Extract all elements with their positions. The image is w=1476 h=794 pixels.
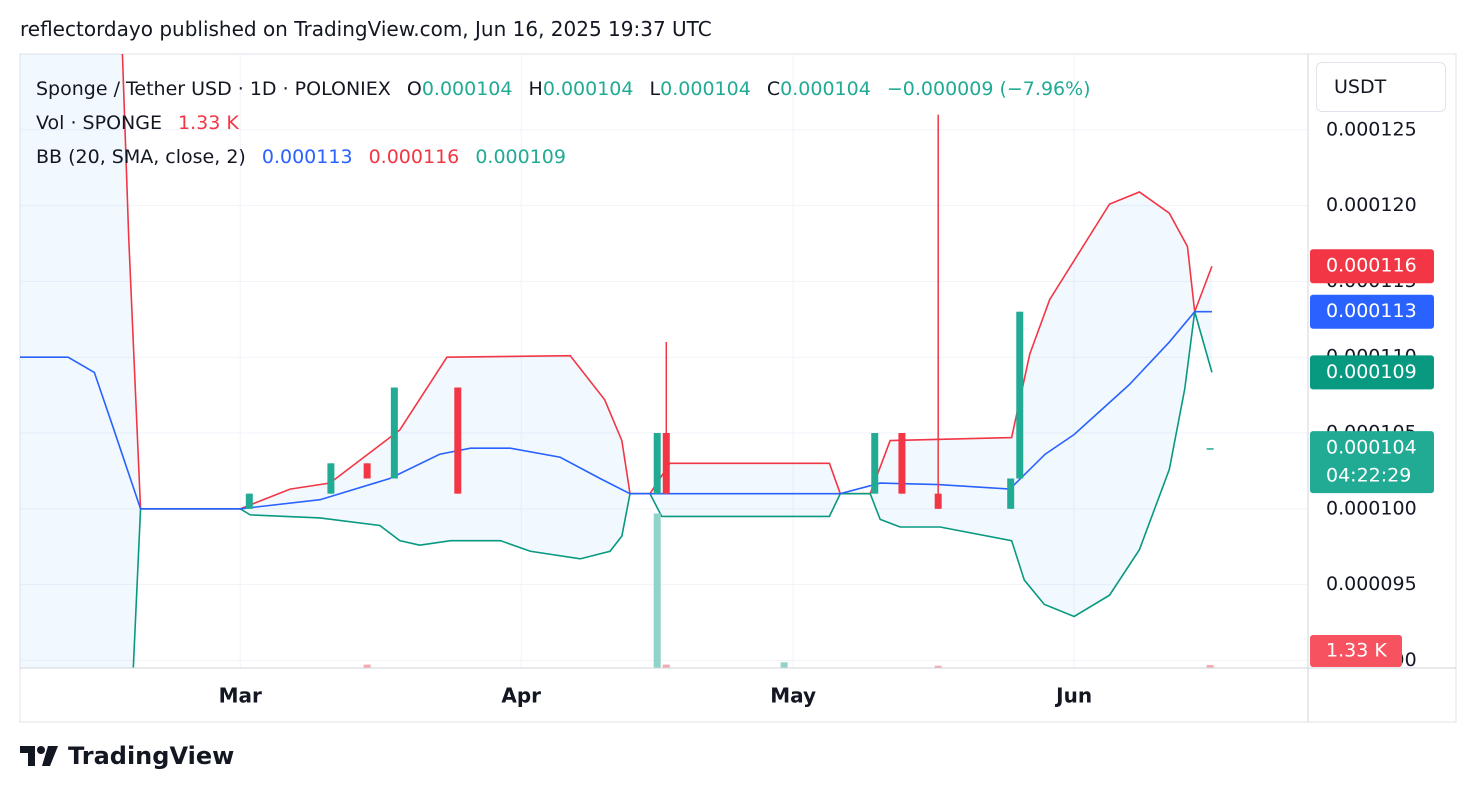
legend-bb-row: BB (20, SMA, close, 2) 0.000113 0.000116… — [36, 140, 1091, 174]
legend: Sponge / Tether USD · 1D · POLONIEX O0.0… — [36, 72, 1091, 174]
currency-button[interactable]: USDT — [1316, 62, 1446, 112]
countdown: 04:22:29 — [1326, 465, 1411, 487]
symbol: Sponge / Tether USD · 1D · POLONIEX — [36, 78, 391, 100]
volume-bar — [653, 513, 661, 668]
x-tick-label: Mar — [219, 684, 262, 708]
price-box-basis-label: 0.000113 — [1326, 300, 1417, 322]
x-tick-label: Jun — [1054, 684, 1092, 708]
price-box-close-label: 0.000104 — [1326, 437, 1417, 459]
plot-area — [20, 54, 1214, 668]
ohlc-label: H — [528, 78, 543, 100]
brand: TradingView — [68, 742, 235, 770]
chart-frame — [19, 53, 1457, 723]
volume-bar — [780, 662, 788, 668]
price-box-upper — [1310, 249, 1434, 284]
change: −0.000009 (−7.96%) — [886, 78, 1091, 100]
candle-body — [898, 433, 906, 494]
bb-lower: 0.000109 — [475, 146, 566, 168]
candle-body — [390, 387, 398, 479]
axes: 0.0000900.0000950.0001000.0001050.000110… — [219, 118, 1434, 708]
publish-info: reflectordayo published on TradingView.c… — [20, 17, 712, 41]
legend-volume-row: Vol · SPONGE 1.33 K — [36, 106, 1091, 140]
volume-bar — [934, 665, 942, 668]
candle-body — [653, 433, 661, 494]
price-box-close — [1310, 431, 1434, 494]
ohlc-value: 0.000104 — [542, 78, 634, 100]
price-box-lower-label: 0.000109 — [1326, 361, 1417, 383]
candle-body — [454, 387, 462, 494]
candle-body — [245, 493, 253, 509]
candle-body — [662, 433, 670, 494]
footer: TradingView — [20, 742, 234, 770]
volume-bar — [363, 664, 371, 668]
volume-value: 1.33 K — [178, 112, 239, 134]
candle-body — [363, 463, 371, 479]
bb-basis: 0.000113 — [261, 146, 353, 168]
grid — [20, 54, 1308, 668]
candle-body — [1016, 311, 1024, 479]
ohlc-value: 0.000104 — [660, 78, 751, 100]
ohlc-label: C — [766, 78, 781, 100]
price-box-basis — [1310, 294, 1434, 329]
bb-lower-line — [131, 311, 1213, 668]
candle-body — [327, 463, 335, 494]
band-fill — [20, 54, 1212, 668]
bb-basis-line — [20, 310, 1212, 510]
price-box-lower — [1310, 355, 1434, 390]
x-tick-label: May — [770, 684, 816, 708]
x-tick-label: Apr — [501, 684, 541, 708]
candle-body — [934, 493, 942, 509]
y-tick-label: 0.000120 — [1326, 194, 1417, 216]
y-tick-label: 0.000125 — [1326, 118, 1417, 140]
ohlc-label: O — [406, 78, 422, 100]
bb-name: BB (20, SMA, close, 2) — [36, 146, 246, 168]
candle-body — [1007, 478, 1015, 509]
price-box-upper-label: 0.000116 — [1326, 255, 1417, 277]
y-tick-label: 0.000095 — [1326, 573, 1417, 595]
candle-body — [1206, 448, 1214, 450]
bb-upper: 0.000116 — [368, 146, 460, 168]
logo — [20, 746, 58, 766]
volume-name: Vol · SPONGE — [36, 112, 162, 134]
volume-bar — [662, 664, 670, 668]
ohlc-value: 0.000104 — [421, 78, 513, 100]
volume-box — [1310, 635, 1402, 667]
volume-bar — [1206, 664, 1214, 668]
legend-symbol-row: Sponge / Tether USD · 1D · POLONIEX O0.0… — [36, 72, 1091, 106]
y-tick-label: 0.000100 — [1326, 497, 1417, 519]
candle-body — [871, 433, 879, 494]
ohlc-label: L — [649, 78, 661, 100]
ohlc-value: 0.000104 — [780, 78, 871, 100]
volume-box-label: 1.33 K — [1326, 640, 1387, 662]
